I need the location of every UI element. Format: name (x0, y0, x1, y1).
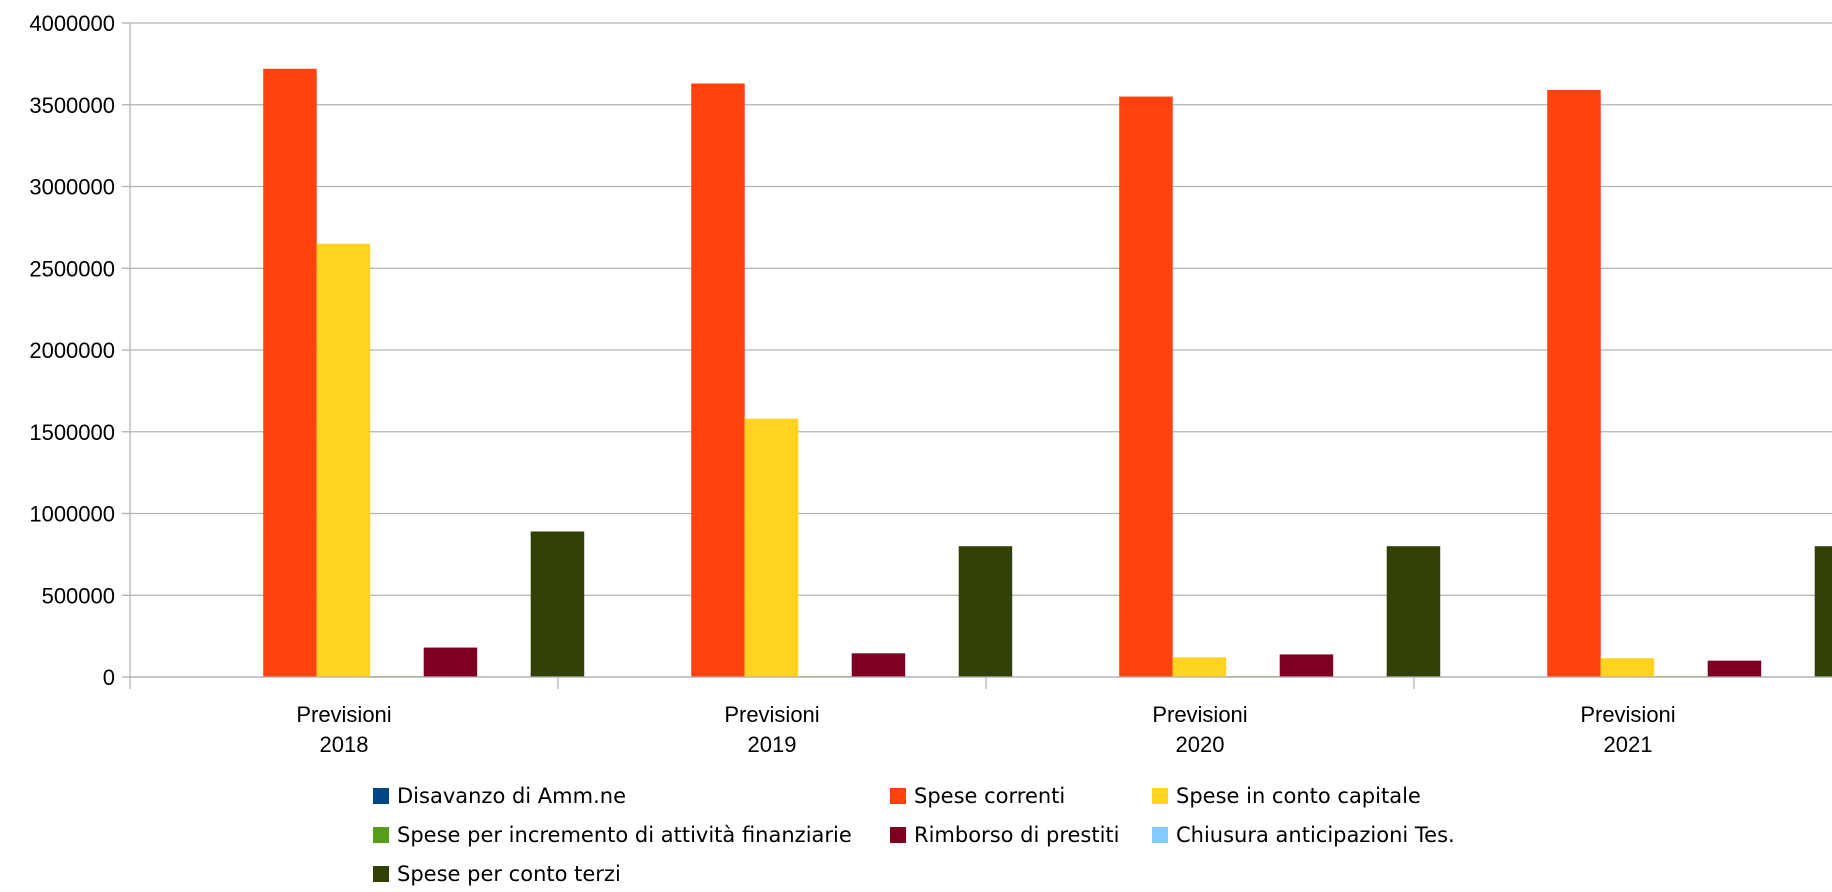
bar (958, 546, 1013, 677)
y-tick-label: 0 (103, 665, 115, 690)
legend-item: Spese per incremento di attività finanzi… (373, 821, 852, 849)
legend-swatch (373, 788, 389, 804)
legend-swatch (890, 827, 906, 843)
grid-lines (130, 22, 1832, 678)
legend-swatch (373, 866, 389, 882)
legend-label: Spese correnti (914, 784, 1066, 808)
legend: Disavanzo di Amm.ne Spese correnti Spese i… (373, 782, 1573, 892)
legend-item: Spese correnti (890, 782, 1065, 810)
x-tick-label: Previsioni 2018 (296, 702, 391, 757)
y-tick-label: 1000000 (29, 502, 115, 527)
bar (851, 653, 906, 677)
legend-swatch (1152, 788, 1168, 804)
bar (316, 243, 371, 677)
x-tick-label: Previsioni 2021 (1580, 702, 1675, 757)
bar (423, 647, 478, 677)
legend-item: Spese in conto capitale (1152, 782, 1421, 810)
legend-item: Disavanzo di Amm.ne (373, 782, 626, 810)
axes: 0 500000 1000000 1500000 2000000 2500000 30000… (29, 11, 1832, 757)
bar (744, 418, 799, 677)
x-tick-label: Previsioni 2020 (1152, 702, 1247, 757)
legend-swatch (890, 788, 906, 804)
x-tick-label: Previsioni 2019 (724, 702, 819, 757)
bar (691, 83, 745, 678)
y-tick-label: 3500000 (29, 93, 115, 118)
legend-label: Spese per conto terzi (397, 862, 621, 886)
legend-label: Disavanzo di Amm.ne (397, 784, 626, 808)
bar (1600, 658, 1655, 677)
y-tick-label: 2000000 (29, 338, 115, 363)
legend-label: Spese per incremento di attività finanzi… (397, 823, 852, 847)
bar (1386, 546, 1441, 677)
y-tick-label: 4000000 (29, 11, 115, 36)
legend-swatch (373, 827, 389, 843)
bar (530, 531, 585, 677)
bar (1279, 654, 1334, 677)
legend-swatch (1152, 827, 1168, 843)
legend-label: Chiusura anticipazioni Tes. (1176, 823, 1455, 847)
bar (1119, 96, 1173, 677)
legend-item: Spese per conto terzi (373, 860, 621, 888)
legend-label: Spese in conto capitale (1176, 784, 1421, 808)
y-tick-label: 1500000 (29, 420, 115, 445)
bar (1707, 660, 1762, 677)
y-tick-label: 500000 (42, 583, 115, 608)
y-tick-label: 2500000 (29, 256, 115, 281)
bar (1172, 657, 1227, 677)
bar (263, 68, 317, 677)
bar (1547, 90, 1601, 677)
legend-item: Rimborso di prestiti (890, 821, 1120, 849)
bar (1814, 546, 1832, 677)
y-tick-label: 3000000 (29, 175, 115, 200)
legend-label: Rimborso di prestiti (914, 823, 1120, 847)
legend-item: Chiusura anticipazioni Tes. (1152, 821, 1455, 849)
bars (263, 68, 1832, 678)
